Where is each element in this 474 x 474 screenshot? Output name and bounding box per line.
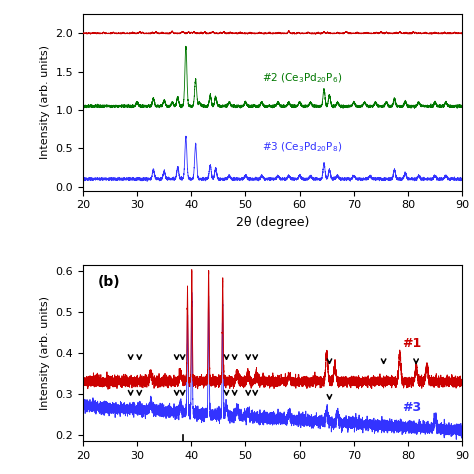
Text: #3: #3	[402, 401, 422, 414]
Y-axis label: Intensity (arb. units): Intensity (arb. units)	[40, 296, 50, 410]
Y-axis label: Intensity (arb. units): Intensity (arb. units)	[40, 46, 50, 159]
Text: #2 (Ce$_3$Pd$_{20}$P$_6$): #2 (Ce$_3$Pd$_{20}$P$_6$)	[262, 71, 342, 85]
Text: (b): (b)	[98, 275, 121, 289]
Text: #1: #1	[402, 337, 422, 349]
X-axis label: 2θ (degree): 2θ (degree)	[236, 216, 309, 229]
Text: #3 (Ce$_3$Pd$_{20}$P$_8$): #3 (Ce$_3$Pd$_{20}$P$_8$)	[262, 140, 342, 154]
